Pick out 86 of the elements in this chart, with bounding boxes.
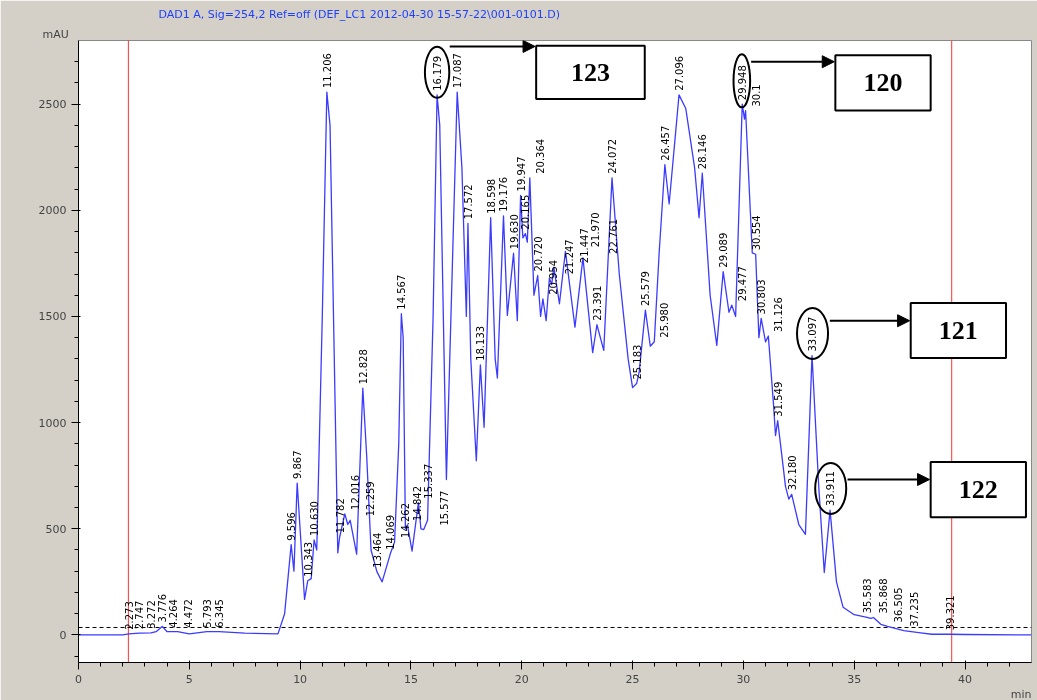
chart-title: DAD1 A, Sig=254,2 Ref=off (DEF_LC1 2012-04-30 15-57-22\001-0101.D)	[158, 7, 560, 21]
y-tick-label: 1000	[38, 416, 67, 430]
annotation: 22.761	[607, 218, 619, 254]
annotation: 120	[863, 68, 903, 98]
annotation: 24.072	[607, 138, 618, 174]
annotation: 10.630	[309, 501, 321, 537]
annotation: 31.549	[772, 381, 784, 417]
annotation: 14.262	[399, 502, 411, 538]
annotation: 28.146	[697, 134, 709, 170]
annotation: 36.505	[892, 587, 904, 623]
y-tick-label: 2000	[38, 204, 67, 218]
annotation: 25.183	[631, 344, 643, 380]
annotation: 20.954	[547, 259, 559, 295]
annotation: 29.948	[737, 65, 749, 101]
x-tick-label: 40	[958, 672, 973, 686]
annotation: 2.747	[134, 600, 146, 630]
annotation: 18.133	[475, 325, 487, 361]
annotation: 19.947	[515, 156, 527, 192]
x-tick-label: 25	[625, 672, 640, 686]
annotation: 122	[958, 475, 998, 505]
x-tick-label: 35	[847, 672, 862, 686]
annotation: 30.1	[750, 84, 762, 107]
annotation: 3.272	[146, 600, 158, 629]
annotation: 6.345	[214, 599, 226, 628]
annotation: 19.176	[498, 176, 510, 212]
annotation: 25.980	[659, 302, 671, 338]
x-axis-title: min	[1010, 687, 1032, 700]
annotation: 121	[938, 315, 978, 345]
y-tick-label: 500	[45, 522, 67, 536]
annotation: 20.720	[532, 236, 544, 272]
annotation: 23.391	[591, 285, 603, 321]
x-tick-label: 30	[736, 672, 751, 686]
annotation: 25.579	[640, 271, 652, 307]
annotation: 17.572	[462, 184, 474, 220]
annotation: 5.793	[201, 599, 213, 628]
annotation: 14.842	[412, 485, 424, 521]
annotation: 30.803	[756, 279, 768, 315]
annotation: 37.235	[908, 591, 920, 627]
annotation: 39.321	[944, 595, 956, 631]
annotation: 26.457	[659, 125, 671, 161]
annotation: 17.087	[452, 53, 464, 89]
x-tick-label: 5	[185, 672, 193, 686]
annotation: 20.364	[534, 138, 546, 174]
annotation: 29.089	[718, 232, 730, 268]
annotation: 21.447	[578, 228, 590, 264]
annotation: 10.343	[302, 541, 314, 577]
annotation: 9.596	[286, 512, 298, 541]
annotation: 21.970	[590, 212, 602, 248]
annotation: 15.337	[423, 463, 435, 499]
annotation: 35.868	[878, 578, 890, 614]
annotation: 29.477	[736, 266, 748, 302]
annotation: 15.577	[438, 490, 450, 526]
annotation: 123	[570, 57, 610, 87]
annotation: 4.472	[182, 599, 194, 628]
annotation: 2.273	[123, 601, 135, 630]
annotation: 14.069	[385, 514, 397, 550]
x-tick-label: 20	[514, 672, 529, 686]
annotation: 4.264	[168, 599, 179, 628]
annotation: 33.097	[807, 316, 819, 352]
y-tick-label: 1500	[38, 310, 67, 324]
y-tick-label: 2500	[38, 98, 67, 112]
annotation: 27.096	[674, 55, 686, 91]
annotation: 19.630	[508, 214, 520, 250]
annotation: 13.464	[371, 532, 383, 568]
annotation: 16.179	[432, 55, 444, 91]
annotation: 31.126	[773, 297, 785, 332]
annotation: 9.867	[292, 450, 304, 480]
y-axis-title: mAU	[42, 27, 69, 41]
annotation: 12.259	[365, 481, 377, 517]
annotation: 30.554	[750, 215, 762, 251]
annotation: 12.828	[357, 349, 369, 385]
annotation: 11.206	[321, 53, 333, 89]
annotation: 14.567	[396, 274, 408, 310]
annotation: 33.911	[825, 471, 837, 507]
annotation: 11.782	[334, 498, 346, 534]
annotation: 3.776	[157, 593, 169, 623]
annotation: 18.598	[485, 178, 497, 214]
y-tick-label: 0	[59, 628, 67, 642]
annotation: 32.180	[786, 455, 798, 491]
annotation: 35.583	[862, 578, 874, 614]
annotation: 12.016	[349, 474, 361, 510]
x-tick-label: 0	[75, 672, 82, 686]
x-tick-label: 10	[293, 672, 308, 686]
annotation: 21.247	[564, 239, 576, 275]
annotation: 20.165	[520, 194, 532, 230]
x-tick-label: 15	[403, 672, 418, 686]
